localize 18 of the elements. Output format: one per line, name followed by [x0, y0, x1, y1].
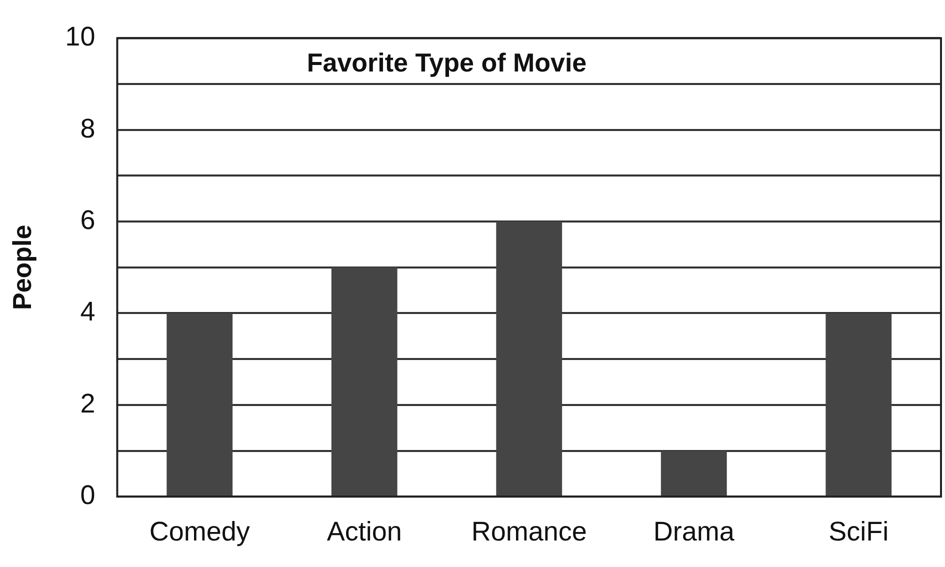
x-tick-label: Romance: [471, 516, 587, 546]
x-tick-label: Drama: [653, 516, 736, 546]
x-tick-label: Comedy: [149, 516, 250, 546]
y-tick-label: 2: [80, 388, 96, 418]
y-axis-title: People: [6, 224, 37, 310]
chart-title: Favorite Type of Movie: [306, 47, 587, 78]
y-tick-label: 6: [80, 205, 96, 236]
y-tick-label: 8: [80, 113, 96, 144]
bar: [826, 313, 892, 496]
x-tick-label: Action: [326, 516, 402, 546]
bar: [496, 222, 562, 496]
bar: [331, 267, 398, 496]
bar: [660, 450, 727, 496]
x-tick-label: SciFi: [828, 516, 889, 546]
bar: [166, 313, 233, 496]
y-tick-label: 10: [65, 22, 96, 52]
y-tick-label: 0: [80, 480, 96, 510]
y-tick-label: 4: [80, 296, 96, 327]
